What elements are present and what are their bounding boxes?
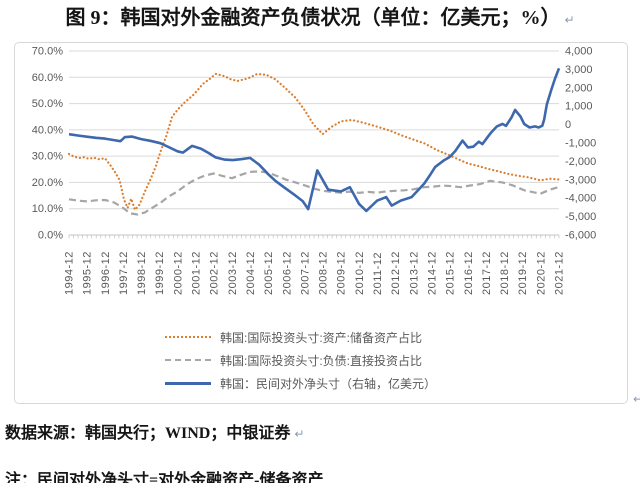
data-source-line: 数据来源：韩国央行；WIND；中银证券 ↵: [5, 419, 304, 443]
legend-item-direct-investment: 韩国:国际投资头寸:负债:直接投资占比: [165, 350, 436, 370]
y-left-tick-label: 0.0%: [38, 230, 63, 242]
y-left-tick-label: 20.0%: [32, 177, 63, 189]
paragraph-mark-icon: ↵: [564, 13, 575, 27]
chart-container: 70.0% 60.0% 50.0% 40.0% 30.0% 20.0% 10.0% 0.0% 4…: [14, 42, 628, 404]
x-tick-label: 2010-12: [354, 251, 366, 295]
x-tick-label: 2005-12: [263, 251, 275, 295]
x-tick-label: 2019-12: [517, 251, 529, 295]
paragraph-mark-icon: ↵: [633, 392, 640, 406]
note-line: 注：民间对外净头寸=对外金融资产-储备资产: [5, 472, 324, 483]
y-right-tick-label: 2,000: [565, 82, 593, 94]
x-tick-label: 2003-12: [227, 251, 239, 295]
x-tick-label: 2012-12: [390, 251, 402, 295]
y-right-tick-label: 4,000: [565, 46, 593, 58]
y-left-tick-label: 30.0%: [32, 151, 63, 163]
x-tick-label: 2021-12: [554, 251, 566, 295]
series-line-2: [68, 67, 561, 213]
chart-legend: 韩国:国际投资头寸:资产:储备资产占比 韩国:国际投资头寸:负债:直接投资占比 …: [165, 327, 436, 393]
data-source-text: 数据来源：韩国央行；WIND；中银证券: [5, 425, 291, 442]
legend-item-net-position: 韩国：民间对外净头寸（右轴，亿美元）: [165, 373, 436, 393]
y-left-tick-label: 60.0%: [32, 72, 63, 84]
line-chart: 70.0% 60.0% 50.0% 40.0% 30.0% 20.0% 10.0% 0.0% 4…: [32, 46, 596, 296]
legend-item-reserve-assets: 韩国:国际投资头寸:资产:储备资产占比: [165, 327, 436, 347]
x-tick-label: 2008-12: [318, 251, 330, 295]
y-left-tick-label: 10.0%: [32, 203, 63, 215]
y-right-tick-label: 1,000: [565, 101, 593, 113]
y-right-tick-label: -5,000: [565, 211, 596, 223]
y-right-tick-label: -4,000: [565, 193, 596, 205]
legend-label: 韩国:国际投资头寸:负债:直接投资占比: [220, 353, 423, 368]
x-tick-label: 1995-12: [82, 251, 94, 295]
x-tick-label: 2015-12: [445, 251, 457, 295]
legend-marker-solid-icon: [165, 381, 211, 385]
y-right-tick-label: -6,000: [565, 230, 596, 242]
x-tick-label: 1998-12: [136, 251, 148, 295]
legend-marker-dotted-icon: [165, 336, 211, 338]
paragraph-mark-icon: ↵: [294, 427, 305, 441]
x-tick-label: 2000-12: [172, 251, 184, 295]
y-left-tick-label: 40.0%: [32, 124, 63, 136]
x-tick-label: 2006-12: [281, 251, 293, 295]
x-tick-label: 2009-12: [336, 251, 348, 295]
x-tick-label: 1996-12: [100, 251, 112, 295]
x-tick-label: 2017-12: [481, 251, 493, 295]
x-tick-label: 2011-12: [372, 252, 384, 295]
x-tick-label: 2002-12: [209, 251, 221, 295]
y-right-tick-label: 3,000: [565, 64, 593, 76]
x-tick-label: 1997-12: [118, 251, 130, 295]
legend-label: 韩国:国际投资头寸:资产:储备资产占比: [220, 330, 423, 345]
x-tick-label: 1994-12: [64, 251, 76, 295]
series-line-0: [67, 72, 561, 211]
x-tick-label: 2016-12: [463, 251, 475, 295]
y-right-tick-label: 0: [565, 119, 571, 131]
y-left-tick-label: 70.0%: [32, 46, 63, 58]
series-line-1: [68, 170, 560, 216]
y-right-tick-label: -3,000: [565, 174, 596, 186]
y-right-tick-label: -2,000: [565, 156, 596, 168]
legend-marker-dashed-icon: [165, 359, 211, 361]
figure-title-text: 图 9：韩国对外金融资产负债状况（单位：亿美元；%）: [65, 7, 561, 29]
x-tick-label: 1999-12: [154, 251, 166, 295]
x-tick-label: 2004-12: [245, 251, 257, 295]
x-tick-label: 2018-12: [499, 251, 511, 295]
x-tick-label: 2007-12: [299, 251, 311, 295]
x-tick-label: 2013-12: [408, 251, 420, 295]
x-tick-label: 2014-12: [426, 251, 438, 295]
x-tick-label: 2001-12: [191, 251, 203, 295]
y-right-tick-label: -1,000: [565, 138, 596, 150]
legend-label: 韩国：民间对外净头寸（右轴，亿美元）: [220, 376, 437, 391]
y-left-tick-label: 50.0%: [32, 98, 63, 110]
figure-title: 图 9：韩国对外金融资产负债状况（单位：亿美元；%） ↵: [0, 1, 640, 30]
x-tick-label: 2020-12: [535, 251, 547, 295]
